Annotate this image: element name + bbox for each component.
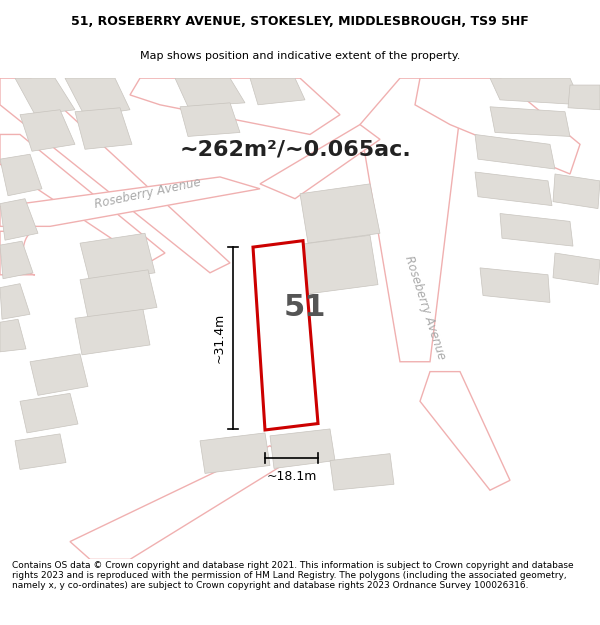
- Polygon shape: [553, 174, 600, 209]
- Polygon shape: [0, 78, 230, 272]
- Text: Map shows position and indicative extent of the property.: Map shows position and indicative extent…: [140, 51, 460, 61]
- Polygon shape: [253, 241, 318, 430]
- Polygon shape: [0, 231, 35, 275]
- Polygon shape: [20, 393, 78, 433]
- Polygon shape: [0, 154, 42, 196]
- Polygon shape: [475, 134, 555, 169]
- Polygon shape: [295, 235, 378, 294]
- Polygon shape: [490, 78, 582, 105]
- Polygon shape: [0, 284, 30, 319]
- Text: Roseberry Avenue: Roseberry Avenue: [94, 176, 202, 211]
- Polygon shape: [250, 78, 305, 105]
- Text: 51: 51: [284, 293, 326, 322]
- Polygon shape: [65, 78, 130, 117]
- Polygon shape: [0, 241, 33, 279]
- Polygon shape: [553, 253, 600, 284]
- Polygon shape: [80, 233, 155, 282]
- Polygon shape: [330, 454, 394, 490]
- Polygon shape: [200, 433, 270, 473]
- Polygon shape: [0, 134, 165, 263]
- Polygon shape: [75, 107, 132, 149]
- Polygon shape: [175, 78, 245, 107]
- Text: Contains OS data © Crown copyright and database right 2021. This information is : Contains OS data © Crown copyright and d…: [12, 561, 574, 591]
- Polygon shape: [260, 124, 380, 199]
- Polygon shape: [568, 85, 600, 110]
- Text: Roseberry Avenue: Roseberry Avenue: [402, 254, 448, 361]
- Polygon shape: [415, 78, 580, 174]
- Polygon shape: [500, 214, 573, 246]
- Polygon shape: [15, 78, 75, 115]
- Polygon shape: [0, 199, 38, 240]
- Polygon shape: [490, 107, 570, 136]
- Polygon shape: [0, 319, 26, 352]
- Polygon shape: [80, 270, 157, 318]
- Polygon shape: [30, 354, 88, 396]
- Polygon shape: [300, 184, 380, 243]
- Polygon shape: [420, 372, 510, 490]
- Text: ~262m²/~0.065ac.: ~262m²/~0.065ac.: [179, 139, 411, 159]
- Text: ~31.4m: ~31.4m: [213, 313, 226, 363]
- Polygon shape: [20, 110, 75, 151]
- Polygon shape: [480, 268, 550, 302]
- Text: ~18.1m: ~18.1m: [266, 469, 317, 482]
- Polygon shape: [130, 78, 340, 134]
- Polygon shape: [75, 309, 150, 355]
- Polygon shape: [360, 78, 460, 362]
- Polygon shape: [475, 172, 552, 206]
- Text: 51, ROSEBERRY AVENUE, STOKESLEY, MIDDLESBROUGH, TS9 5HF: 51, ROSEBERRY AVENUE, STOKESLEY, MIDDLES…: [71, 16, 529, 28]
- Polygon shape: [70, 446, 290, 559]
- Polygon shape: [0, 177, 260, 226]
- Polygon shape: [270, 429, 335, 469]
- Polygon shape: [15, 434, 66, 469]
- Polygon shape: [180, 103, 240, 136]
